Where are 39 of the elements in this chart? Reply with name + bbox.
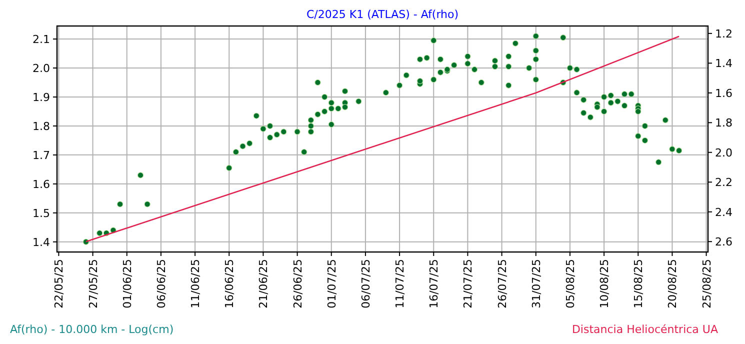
- x-tick-label: 25/08/25: [700, 259, 714, 308]
- x-tick-label: 05/08/25: [564, 259, 577, 308]
- y-tick-label: 1.8: [32, 120, 50, 133]
- x-tick-label: 06/06/25: [154, 259, 168, 308]
- y-tick-label: 1.9: [32, 90, 50, 104]
- y2-tick-label: 2.4: [715, 206, 732, 219]
- x-tick-label: 27/05/25: [86, 259, 100, 308]
- y2-tick-label: 1.2: [715, 27, 732, 40]
- x-tick-label: 21/07/25: [462, 259, 475, 308]
- y2-tick-label: 1.6: [715, 86, 732, 100]
- x-tick-label: 26/07/25: [496, 259, 509, 308]
- x-tick-label: 15/08/25: [632, 259, 646, 308]
- y2-tick-label: 2.6: [715, 236, 732, 249]
- x-tick-label: 26/06/25: [291, 259, 304, 308]
- x-tick-label: 06/07/25: [359, 259, 372, 308]
- x-tick-label: 11/07/25: [394, 259, 407, 308]
- x-tick-label: 31/07/25: [530, 259, 543, 308]
- y-tick-label: 1.5: [32, 206, 50, 220]
- y2-tick-label: 2.2: [715, 176, 732, 190]
- x-tick-label: 11/06/25: [189, 259, 202, 308]
- x-tick-label: 16/06/25: [223, 259, 236, 308]
- x-tick-label: 20/08/25: [666, 259, 680, 308]
- y-axis-title: Af(rho) - 10.000 km - Log(cm): [10, 323, 174, 336]
- y2-tick-label: 1.4: [715, 57, 732, 70]
- x-tick-label: 16/07/25: [428, 259, 441, 308]
- x-tick-label: 10/08/25: [598, 259, 612, 308]
- y-tick-label: 2.0: [32, 62, 50, 76]
- chart-title: C/2025 K1 (ATLAS) - Af(rho): [306, 8, 459, 21]
- y-tick-label: 2.1: [32, 33, 50, 46]
- x-tick-label: 22/05/25: [52, 259, 66, 308]
- x-tick-label: 01/07/25: [325, 259, 338, 308]
- text: Distancia Heliocéntrica UA: [572, 323, 718, 336]
- y-tick-label: 1.6: [32, 178, 50, 191]
- y-tick-label: 1.4: [32, 236, 50, 249]
- y2-tick-label: 2.0: [715, 146, 732, 160]
- x-tick-label: 21/06/25: [257, 259, 270, 308]
- y-tick-label: 1.7: [32, 148, 50, 162]
- x-tick-label: 01/06/25: [120, 259, 134, 308]
- y2-tick-label: 1.8: [715, 116, 732, 130]
